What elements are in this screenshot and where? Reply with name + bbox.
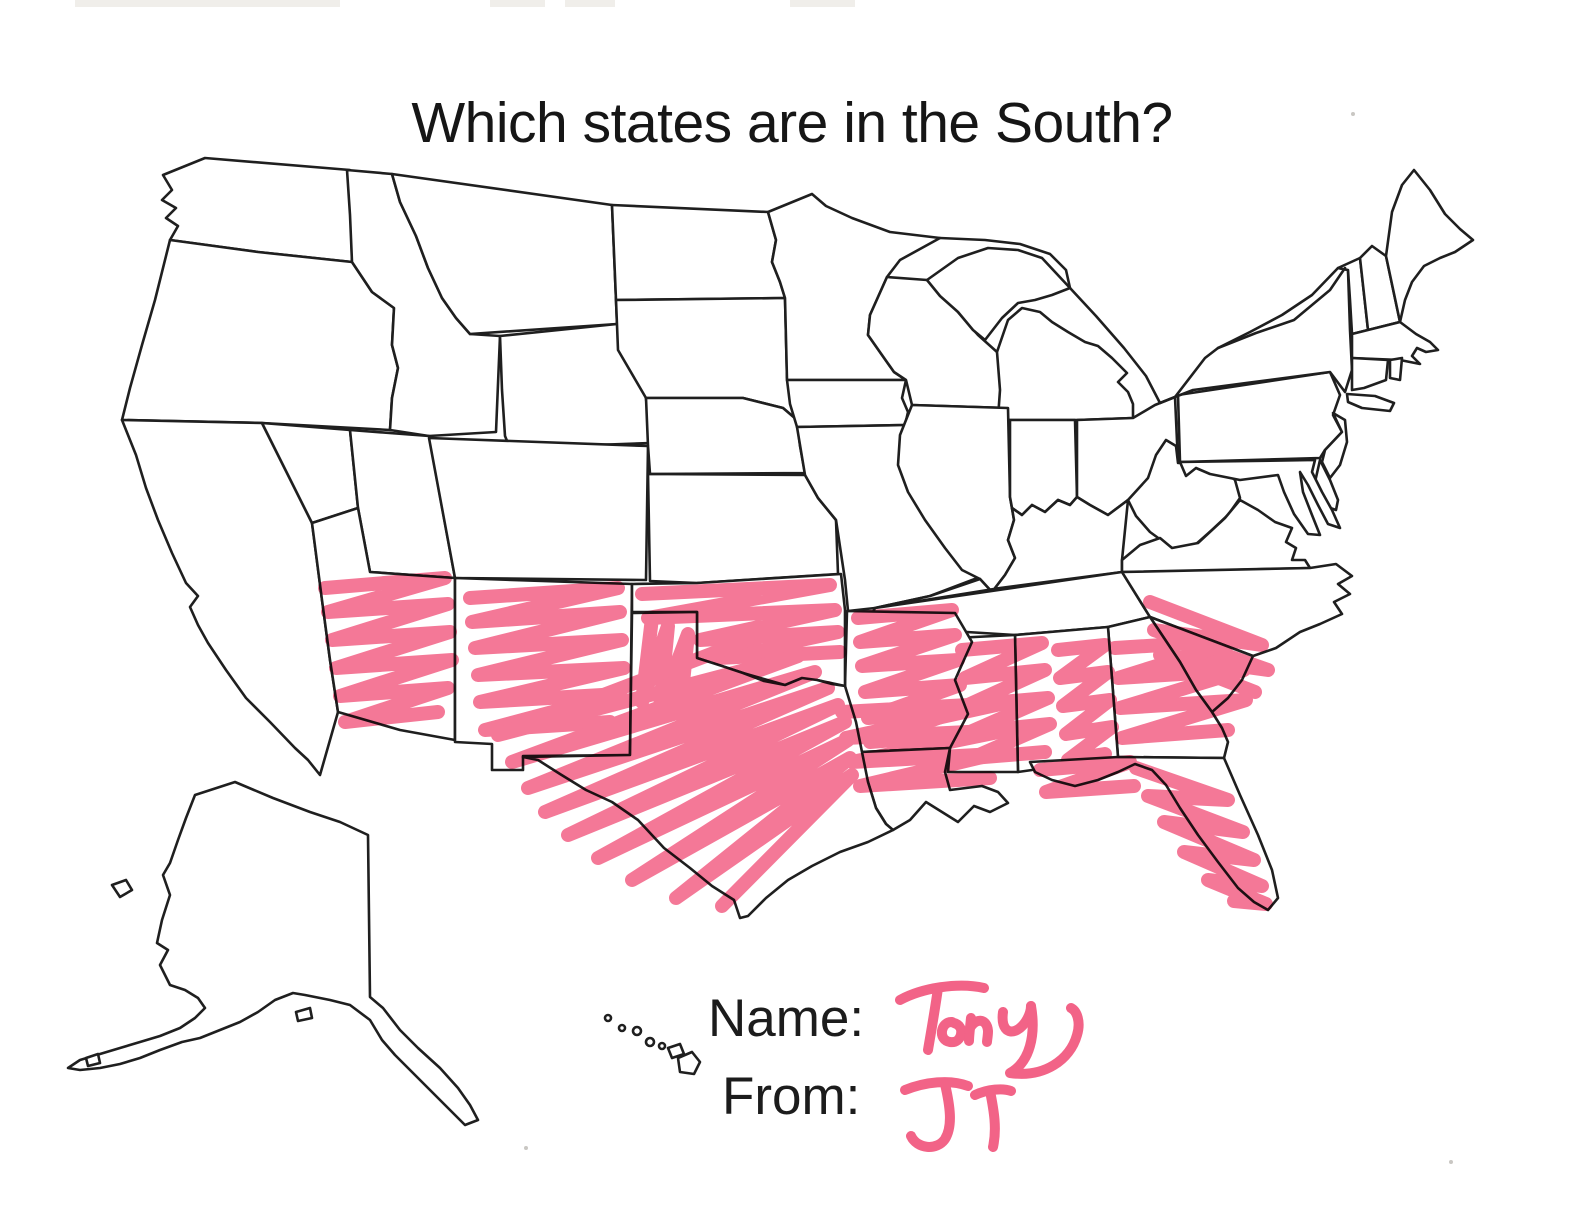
state-maryland bbox=[1178, 458, 1342, 537]
scribble-georgia bbox=[1108, 633, 1253, 745]
scan-artifact bbox=[75, 0, 340, 7]
state-rhode-island bbox=[1388, 356, 1404, 382]
handwritten-from-value bbox=[900, 1077, 1016, 1152]
state-connecticut bbox=[1350, 356, 1390, 392]
scan-artifact bbox=[790, 0, 855, 7]
scribble-alabama bbox=[1051, 638, 1119, 767]
handwritten-name-value bbox=[895, 980, 1084, 1079]
state-north-carolina bbox=[1120, 562, 1354, 658]
scribble-mississippi bbox=[955, 636, 1057, 765]
state-michigan-upper-peninsula bbox=[925, 246, 1072, 342]
marker-scribbles bbox=[318, 571, 1275, 913]
scribble-oklahoma bbox=[635, 578, 847, 665]
state-colorado bbox=[427, 436, 650, 582]
state-kentucky bbox=[873, 495, 1130, 610]
state-indiana bbox=[1008, 418, 1079, 517]
hawaii-island bbox=[666, 1042, 686, 1060]
state-north-dakota bbox=[610, 203, 787, 302]
alaska-island bbox=[294, 1006, 314, 1023]
from-label: From: bbox=[722, 1067, 861, 1126]
lake-superior-shore bbox=[938, 236, 1072, 290]
state-washington bbox=[160, 156, 354, 264]
scribble-arizona bbox=[318, 571, 459, 729]
state-nebraska bbox=[644, 396, 807, 476]
scribble-florida-panhandle bbox=[1033, 755, 1141, 799]
scan-speck bbox=[524, 1146, 528, 1150]
long-island bbox=[1345, 392, 1396, 413]
hawaii-big-island bbox=[676, 1050, 702, 1076]
state-michigan bbox=[995, 306, 1135, 422]
scan-speck bbox=[1351, 112, 1355, 116]
hawaii-islands bbox=[603, 1013, 702, 1076]
state-alaska bbox=[66, 780, 480, 1127]
page-title: Which states are in the South? bbox=[411, 91, 1173, 155]
lake-huron-erie-shore bbox=[1068, 286, 1177, 405]
scan-speck bbox=[1449, 1160, 1453, 1164]
handwriting bbox=[895, 980, 1084, 1152]
scribble-florida bbox=[1129, 761, 1273, 911]
scan-artifact bbox=[490, 0, 545, 7]
lake-ontario-shore bbox=[1216, 266, 1347, 350]
name-label: Name: bbox=[708, 989, 865, 1048]
state-iowa bbox=[785, 378, 910, 429]
state-kansas bbox=[646, 472, 840, 585]
state-maine bbox=[1384, 168, 1475, 324]
alaska-island bbox=[84, 1052, 102, 1068]
alaska-island bbox=[110, 878, 134, 899]
scan-artifact bbox=[565, 0, 615, 7]
scribble-texas bbox=[491, 633, 859, 913]
